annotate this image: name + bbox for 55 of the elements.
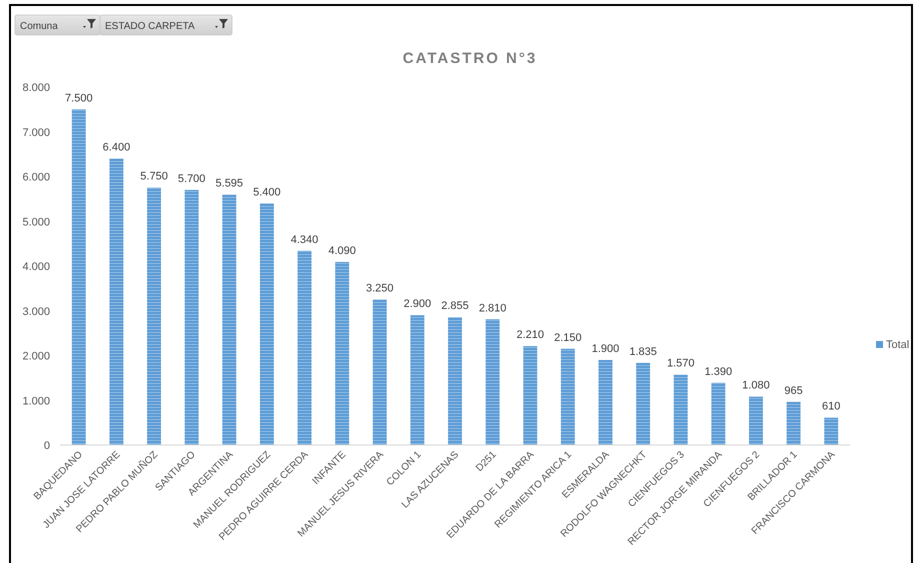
- bar: [260, 203, 274, 445]
- bar: [184, 190, 199, 445]
- data-label: 2.810: [478, 302, 506, 314]
- data-label: 2.150: [554, 332, 582, 344]
- bar: [748, 396, 763, 445]
- data-label: 4.090: [328, 244, 356, 257]
- data-label: 7.500: [65, 92, 93, 104]
- bar: [72, 109, 86, 445]
- data-label: 1.570: [666, 358, 694, 370]
- bar: [636, 362, 650, 445]
- y-tick-label: 8.000: [22, 82, 50, 94]
- bar: [786, 402, 801, 445]
- bar: [372, 300, 387, 445]
- y-tick-label: 3.000: [22, 306, 50, 318]
- data-label: 1.390: [704, 366, 732, 378]
- bar: [824, 418, 838, 445]
- legend-label: Total: [886, 339, 910, 351]
- bar: [486, 319, 500, 445]
- data-label: 6.400: [102, 142, 130, 154]
- bar: [448, 317, 462, 445]
- y-tick-label: 2.000: [22, 350, 50, 362]
- data-label: 1.900: [592, 342, 620, 355]
- bar: [674, 374, 688, 445]
- y-tick-label: 4.000: [22, 261, 50, 273]
- bar: [222, 194, 236, 445]
- data-label: 1.835: [629, 346, 657, 358]
- text: Comuna: [20, 21, 58, 32]
- bar: [560, 348, 575, 445]
- data-label: 2.210: [516, 329, 544, 342]
- data-label: 610: [822, 400, 840, 413]
- bar: [711, 382, 726, 445]
- data-label: 2.855: [441, 300, 469, 312]
- bar: [147, 188, 162, 445]
- text: ESTADO CARPETA: [105, 21, 195, 32]
- data-label: 5.750: [140, 170, 168, 183]
- data-label: 3.250: [366, 282, 394, 295]
- chart-title: CATASTRO N°3: [402, 50, 538, 67]
- y-tick-label: 7.000: [22, 126, 50, 139]
- data-label: 2.900: [404, 298, 432, 310]
- bar: [410, 315, 424, 445]
- data-label: 1.080: [742, 380, 770, 392]
- y-tick-label: 1.000: [22, 395, 50, 408]
- y-tick-label: 5.000: [22, 216, 50, 228]
- y-tick-label: 6.000: [22, 172, 50, 184]
- bar: [523, 346, 538, 445]
- data-label: 5.700: [178, 172, 206, 185]
- bar: [298, 250, 312, 445]
- bar: [335, 262, 350, 445]
- bar: [598, 360, 612, 445]
- bar: [109, 158, 124, 445]
- y-tick-label: 0: [44, 440, 50, 452]
- data-label: 965: [784, 384, 803, 397]
- data-label: 4.340: [290, 234, 318, 246]
- data-label: 5.400: [253, 186, 281, 198]
- data-label: 5.595: [216, 178, 244, 190]
